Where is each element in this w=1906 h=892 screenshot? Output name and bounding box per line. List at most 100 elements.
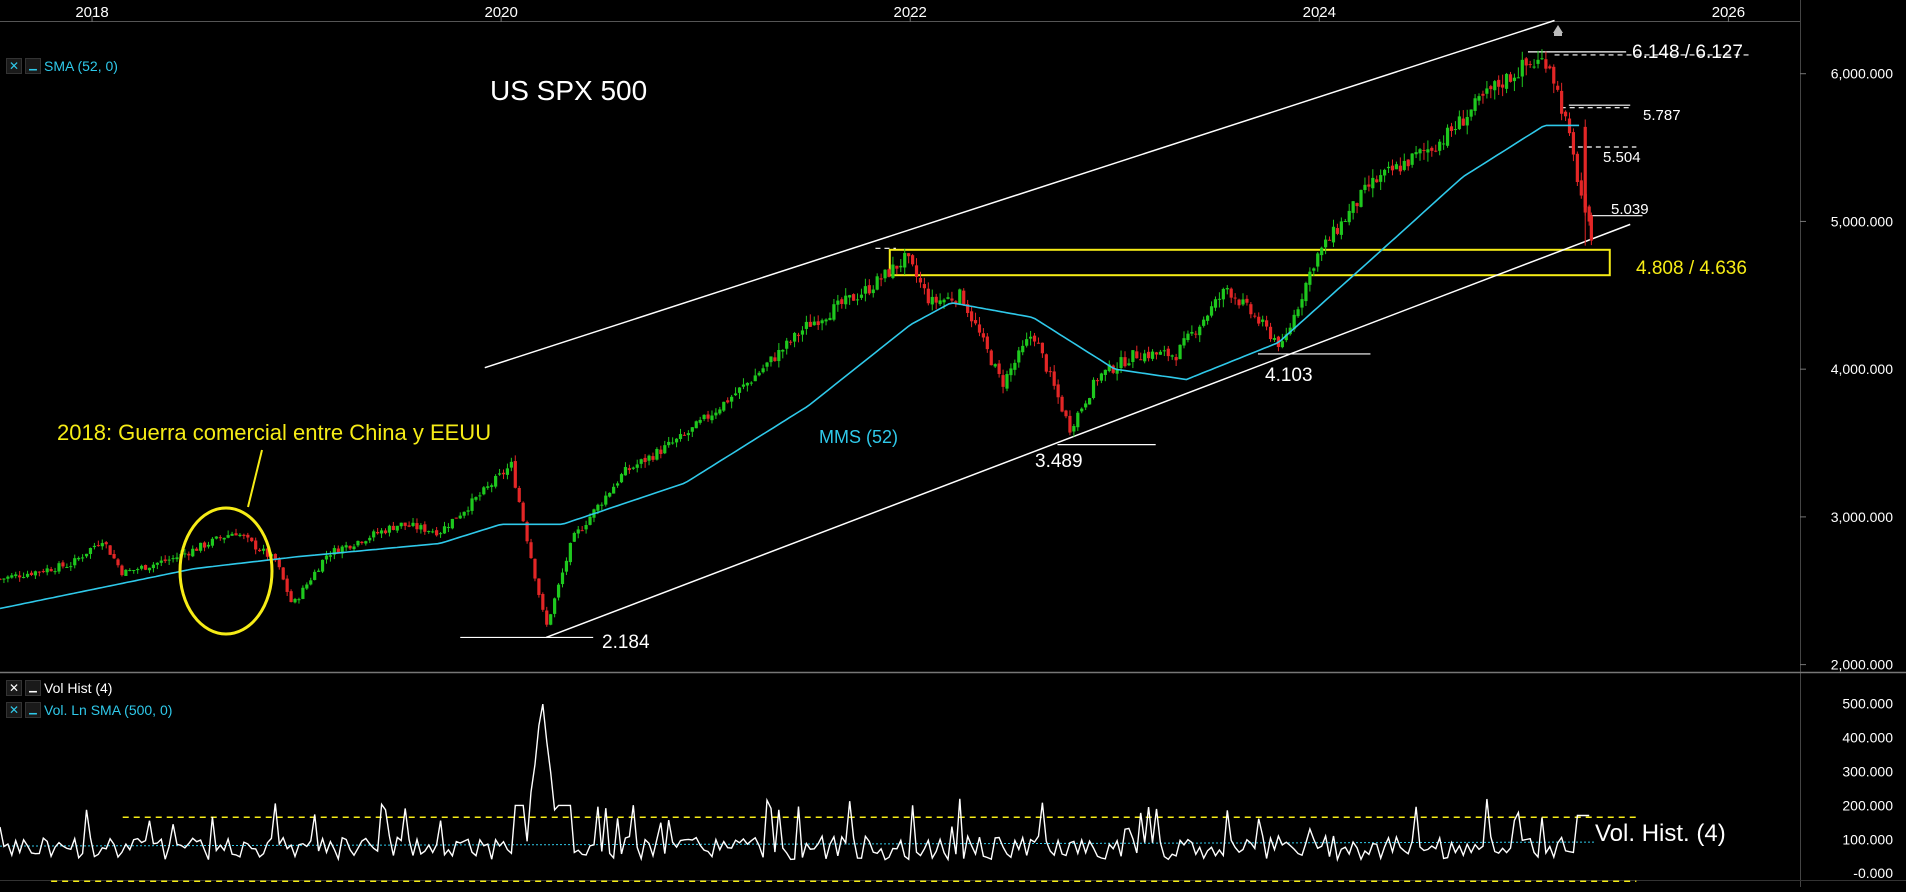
candle — [903, 248, 907, 276]
candle — [1147, 346, 1151, 362]
candle — [714, 408, 718, 419]
trade-war-pointer — [247, 449, 263, 508]
volume-y-tick-label: 500.000 — [1842, 696, 1893, 712]
candle — [1587, 204, 1591, 226]
candle — [1406, 159, 1410, 171]
candle — [1567, 112, 1572, 136]
candle — [863, 278, 867, 302]
close-icon[interactable]: ✕ — [6, 680, 22, 696]
candle — [1162, 345, 1166, 357]
candle — [376, 527, 380, 535]
candle — [627, 464, 631, 474]
candle — [348, 545, 352, 551]
candle — [1115, 362, 1119, 381]
candle — [1190, 325, 1194, 336]
candle — [777, 343, 781, 368]
candle — [250, 537, 254, 543]
candle — [1068, 410, 1072, 436]
x-tick-label: 2020 — [484, 4, 517, 21]
candle — [1308, 267, 1312, 292]
candle — [1044, 353, 1048, 374]
candle — [824, 318, 828, 326]
candle — [92, 542, 97, 550]
candle — [147, 567, 152, 574]
candle — [14, 571, 18, 579]
close-icon[interactable]: ✕ — [6, 58, 22, 74]
x-axis: 2018 2020 2022 2024 2026 — [75, 4, 1745, 22]
candle — [580, 526, 584, 532]
minimize-icon[interactable]: ▁ — [25, 58, 41, 74]
candle — [1241, 293, 1245, 307]
minimize-icon[interactable]: ▁ — [25, 702, 41, 718]
candle — [1072, 424, 1076, 437]
candle — [796, 332, 801, 343]
candle — [545, 606, 549, 627]
candle — [112, 549, 116, 560]
candle — [895, 265, 899, 275]
candle — [1481, 90, 1485, 104]
candle — [450, 518, 454, 530]
candle — [1402, 153, 1406, 172]
candle — [1544, 51, 1548, 73]
candle — [883, 269, 887, 283]
candle — [938, 293, 942, 306]
candle — [281, 567, 285, 581]
candle — [391, 521, 395, 531]
candle — [907, 253, 911, 264]
minimize-icon[interactable]: ▁ — [25, 680, 41, 696]
candle — [1371, 169, 1375, 198]
candle — [1520, 51, 1524, 88]
candle — [1091, 377, 1096, 400]
candle — [1182, 331, 1186, 349]
candle — [757, 371, 761, 377]
candle — [1296, 306, 1300, 319]
candle — [1028, 330, 1033, 346]
candle — [195, 547, 199, 551]
candle — [1497, 75, 1501, 95]
candle — [977, 317, 982, 337]
scroll-marker-icon[interactable] — [1553, 25, 1563, 36]
candle — [1245, 295, 1249, 306]
candle — [1040, 342, 1044, 358]
candle — [647, 454, 651, 466]
candle — [553, 597, 557, 618]
candle — [1300, 293, 1304, 316]
candle — [1563, 110, 1568, 121]
candle — [1032, 332, 1037, 347]
candle — [1217, 292, 1222, 308]
x-tick-label: 2018 — [75, 4, 108, 21]
low-4103-label: 4.103 — [1265, 365, 1313, 386]
candle — [159, 556, 163, 567]
candle — [686, 430, 690, 442]
candle — [458, 512, 462, 520]
candle — [81, 554, 85, 562]
close-icon[interactable]: ✕ — [6, 702, 22, 718]
candle — [183, 549, 187, 558]
candle — [1154, 351, 1159, 360]
candle — [1127, 358, 1131, 367]
candle — [289, 589, 293, 603]
candle — [1512, 73, 1517, 92]
candle — [1080, 407, 1084, 414]
candle — [1375, 175, 1379, 183]
candle — [1501, 74, 1505, 97]
candle — [427, 530, 431, 534]
candle — [1257, 312, 1261, 327]
candle — [1485, 81, 1489, 99]
candle — [155, 562, 159, 570]
candle — [1445, 124, 1450, 148]
candle — [1418, 148, 1422, 161]
candle — [1552, 64, 1556, 94]
candle — [643, 454, 647, 468]
candle — [808, 314, 812, 327]
candle — [655, 447, 659, 461]
low-2184-label: 2.184 — [602, 632, 650, 653]
candle — [1221, 287, 1225, 308]
candle — [710, 410, 714, 424]
candle — [474, 496, 478, 502]
candle — [53, 567, 57, 575]
candle — [1410, 153, 1414, 168]
candle — [1021, 340, 1025, 356]
candle — [356, 540, 360, 548]
candle — [352, 543, 356, 552]
